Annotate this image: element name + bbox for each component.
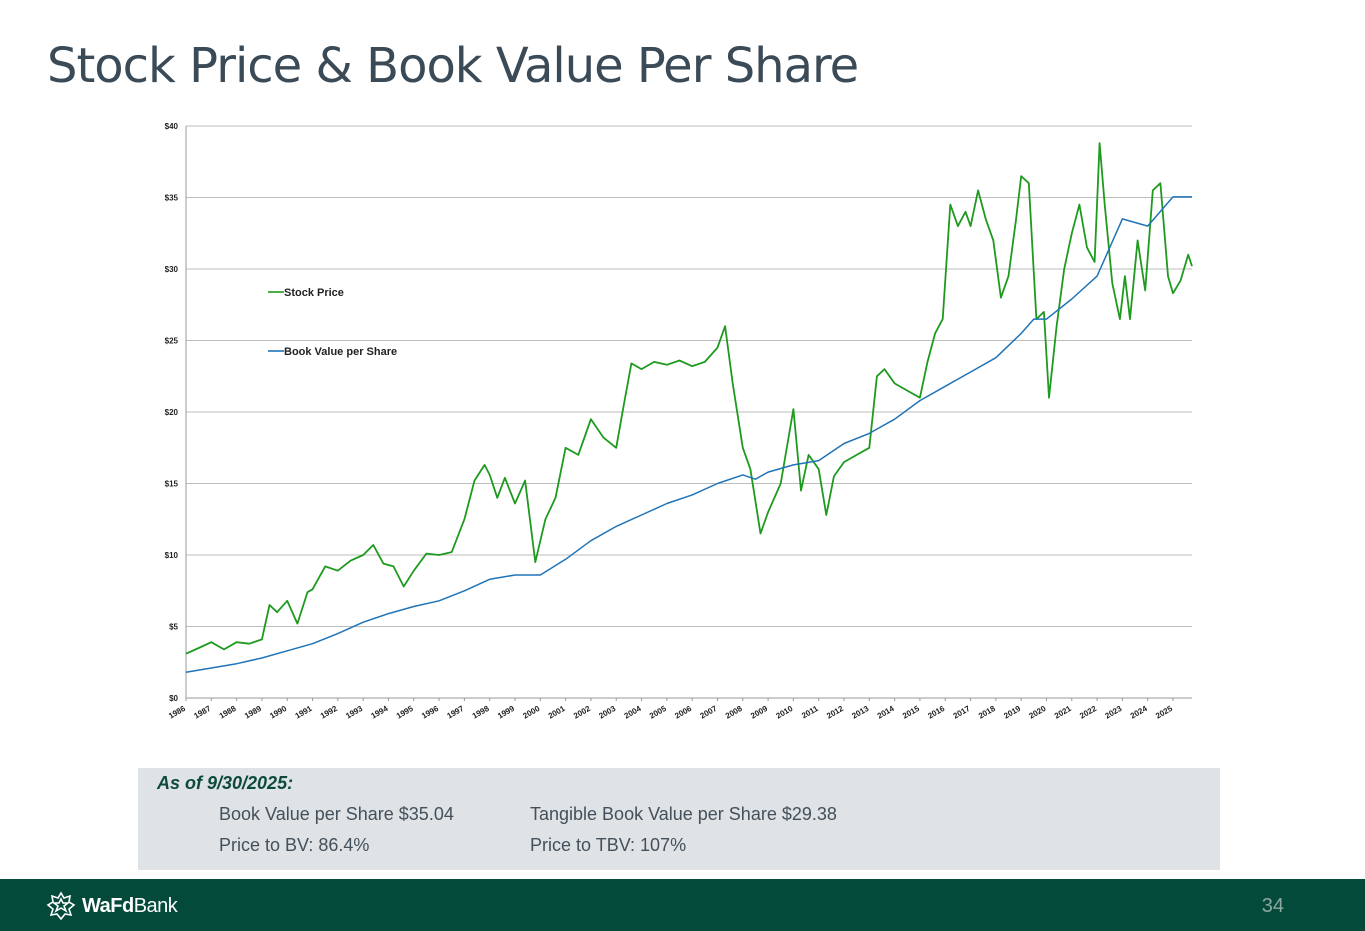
x-tick-label: 1986 [167, 704, 187, 721]
tangible-book-value-per-share: Tangible Book Value per Share $29.38 [530, 804, 837, 824]
x-tick-label: 2005 [648, 704, 668, 721]
wafd-logo-icon [46, 891, 76, 921]
wafd-bank-logo: WaFdBank [46, 891, 178, 921]
y-tick-labels: $0 $5 $10 $15 $20 $25 $30 $35 $40 [165, 122, 179, 703]
x-tick-label: 2014 [876, 704, 896, 721]
x-tick-label: 2015 [901, 704, 921, 721]
logo-text: WaFdBank [82, 894, 178, 918]
x-tick-label: 2004 [623, 704, 643, 721]
x-tick-label: 1990 [268, 704, 288, 721]
x-tick-label: 2012 [825, 704, 845, 721]
price-to-bv: Price to BV: 86.4% [219, 835, 370, 855]
y-tick-label: $40 [165, 122, 179, 131]
logo-text-bold: WaFd [82, 894, 134, 917]
book-value-line [185, 196, 1192, 674]
y-tick-label: $15 [165, 480, 179, 489]
x-tick-label: 2024 [1129, 704, 1149, 721]
x-tick-label: 2007 [699, 704, 719, 721]
x-tick-label: 2013 [850, 704, 870, 721]
x-tick-label: 2009 [749, 704, 769, 721]
x-tick-label: 2019 [1002, 704, 1022, 721]
x-tick-label: 1998 [471, 704, 491, 721]
x-tick-label: 1995 [395, 704, 415, 721]
x-tick-label: 2001 [547, 704, 567, 721]
legend-label: Book Value per Share [284, 346, 397, 358]
x-tick-label: 1987 [192, 704, 212, 721]
chart-gridlines [186, 125, 1192, 627]
book-value-per-share: Book Value per Share $35.04 [219, 804, 454, 824]
x-tick-label: 2022 [1078, 704, 1098, 721]
info-box: As of 9/30/2025: Book Value per Share $3… [138, 768, 1220, 870]
slide-title: Stock Price & Book Value Per Share [47, 38, 859, 94]
x-tick-label: 2025 [1154, 704, 1174, 721]
footer-bar: WaFdBank 34 [0, 879, 1365, 931]
x-tick-labels: 1986 1987 1988 1989 1990 1991 1992 1993 1994 1995… [167, 698, 1174, 721]
chart-legend: Stock Price Book Value per Share [268, 287, 397, 358]
y-tick-label: $25 [165, 337, 179, 346]
legend-label: Stock Price [284, 287, 344, 299]
x-tick-label: 2016 [926, 704, 946, 721]
x-tick-label: 1996 [420, 704, 440, 721]
x-tick-label: 2017 [952, 704, 972, 721]
x-tick-label: 2006 [673, 704, 693, 721]
y-tick-label: $5 [169, 623, 178, 632]
stock-price-line [185, 142, 1193, 655]
logo-text-light: Bank [133, 894, 178, 917]
x-tick-label: 1997 [445, 704, 465, 721]
chart-series [185, 142, 1193, 674]
y-tick-label: $30 [165, 265, 179, 274]
x-tick-label: 2021 [1053, 704, 1073, 721]
x-tick-label: 1988 [218, 704, 238, 721]
x-tick-label: 2008 [724, 704, 744, 721]
x-tick-label: 2000 [521, 704, 541, 721]
x-tick-label: 2010 [774, 704, 794, 721]
y-tick-label: $0 [169, 694, 178, 703]
page-number: 34 [1261, 895, 1284, 917]
x-tick-label: 1994 [370, 704, 390, 721]
x-tick-label: 2018 [977, 704, 997, 721]
x-tick-label: 2011 [800, 704, 820, 721]
y-tick-label: $20 [165, 408, 179, 417]
price-to-tbv: Price to TBV: 107% [530, 835, 687, 855]
x-tick-label: 1999 [496, 704, 516, 721]
x-tick-label: 1993 [344, 704, 364, 721]
x-tick-label: 1992 [319, 704, 339, 721]
y-tick-label: $10 [165, 551, 179, 560]
y-tick-label: $35 [165, 194, 179, 203]
x-tick-label: 2002 [572, 704, 592, 721]
x-tick-label: 2003 [597, 704, 617, 721]
x-tick-label: 1989 [243, 704, 263, 721]
line-chart: $0$5$10$15$20$25$30$35$40 1986 1987 1988 19… [165, 122, 1193, 721]
x-tick-label: 1991 [294, 704, 314, 721]
as-of-date: As of 9/30/2025: [157, 773, 294, 793]
x-tick-label: 2023 [1103, 704, 1123, 721]
x-tick-label: 2020 [1028, 704, 1048, 721]
